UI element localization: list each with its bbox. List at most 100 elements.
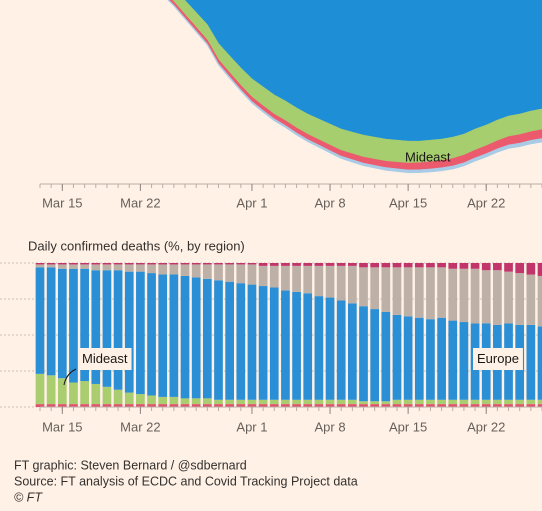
bar-segment — [91, 383, 101, 405]
bar-segment — [504, 263, 513, 272]
bar-segment — [292, 404, 301, 407]
bar-segment — [102, 386, 112, 405]
bar-segment — [493, 399, 502, 405]
bar-segment — [202, 278, 212, 399]
bar-segment — [91, 263, 101, 265]
bar-segment — [214, 264, 223, 281]
bar-segment — [336, 265, 346, 301]
bar-segment — [202, 263, 212, 265]
bar-segment — [124, 392, 134, 405]
bar-segment — [113, 389, 123, 405]
area — [167, 0, 542, 174]
bar-segment — [459, 322, 469, 400]
bar-segment — [448, 263, 458, 269]
bar-segment — [370, 404, 380, 407]
bar-segment — [459, 399, 469, 405]
bar-segment — [437, 404, 446, 407]
footer-copyright: © FT — [14, 490, 43, 504]
bar-segment — [537, 263, 542, 276]
bar-segment — [147, 264, 156, 274]
bar-segment — [35, 263, 45, 265]
bar-segment — [225, 399, 234, 405]
bar-segment — [426, 267, 435, 320]
bar-segment — [69, 264, 78, 269]
bar-segment — [470, 404, 480, 407]
bar-segment — [113, 270, 123, 390]
bar-segment — [136, 404, 145, 407]
bar-segment — [57, 404, 67, 407]
bar-segment — [392, 404, 402, 407]
bar-segment — [493, 263, 502, 271]
bar-segment — [336, 300, 346, 400]
bar-segment — [35, 373, 45, 405]
bar-segment — [136, 263, 145, 265]
bar-segment — [303, 293, 313, 400]
x-tick-label: Mar 22 — [120, 419, 160, 434]
footer-source: Source: FT analysis of ECDC and Covid Tr… — [14, 474, 358, 488]
bar-segment — [269, 287, 279, 400]
bar-segment — [46, 404, 56, 407]
bar-segment — [113, 264, 123, 271]
bar-segment — [158, 274, 168, 397]
bar-segment — [537, 404, 542, 407]
bar-segment — [325, 265, 335, 298]
bar-segment — [325, 297, 335, 400]
bar-segment — [247, 264, 257, 285]
bar-segment — [381, 404, 391, 407]
bar-segment — [258, 404, 268, 407]
bar-segment — [69, 268, 78, 383]
bar-segment — [258, 399, 268, 405]
bar-segment — [91, 270, 101, 384]
annotation-box — [473, 348, 523, 370]
bar-segment — [191, 404, 201, 407]
x-tick-label: Apr 1 — [236, 419, 267, 434]
bar-segment — [437, 263, 446, 268]
bar-segment — [158, 404, 168, 407]
bar-segment — [292, 399, 301, 405]
bar-segment — [281, 399, 290, 405]
bar-segment — [292, 291, 301, 400]
bar-segment — [281, 265, 290, 291]
series-label: Mideast — [82, 351, 128, 366]
bar-segment — [348, 404, 357, 407]
bar-segment — [370, 309, 380, 402]
bar-segment — [191, 263, 201, 265]
bar-segment — [526, 263, 536, 275]
bar-segment — [169, 263, 179, 265]
bar-segment — [180, 398, 190, 405]
bar-segment — [537, 275, 542, 327]
bar-segment — [314, 404, 324, 407]
bar-segment — [537, 326, 542, 400]
bar-segment — [147, 263, 156, 265]
bar-segment — [292, 265, 301, 292]
bar-segment — [515, 404, 525, 407]
bar-segment — [57, 264, 67, 269]
bar-segment — [426, 319, 435, 400]
bar-segment — [258, 263, 268, 266]
bar-segment — [314, 399, 324, 405]
bar-segment — [124, 264, 134, 272]
bar-segment — [136, 394, 145, 405]
bar-segment — [80, 264, 89, 269]
bar-segment — [526, 404, 536, 407]
bar-segment — [214, 399, 223, 405]
bar-segment — [169, 396, 179, 405]
bar-segment — [136, 271, 145, 395]
bar-segment — [470, 399, 480, 405]
bar-segment — [448, 268, 458, 321]
bar-segment — [269, 263, 279, 266]
bar-segment — [292, 263, 301, 266]
bar-segment — [336, 404, 346, 407]
bar-segment — [258, 286, 268, 400]
bar-segment — [515, 399, 525, 405]
bar-segment — [481, 404, 491, 407]
bar-segment — [504, 271, 513, 324]
chart-title: Daily confirmed deaths (%, by region) — [28, 238, 245, 253]
bar-segment — [269, 265, 279, 288]
bar-segment — [69, 404, 78, 407]
bar-segment — [247, 284, 257, 400]
bar-segment — [202, 404, 212, 407]
bar-segment — [147, 273, 156, 396]
x-tick-label: Apr 22 — [467, 195, 505, 210]
annotation-leader — [63, 368, 77, 386]
